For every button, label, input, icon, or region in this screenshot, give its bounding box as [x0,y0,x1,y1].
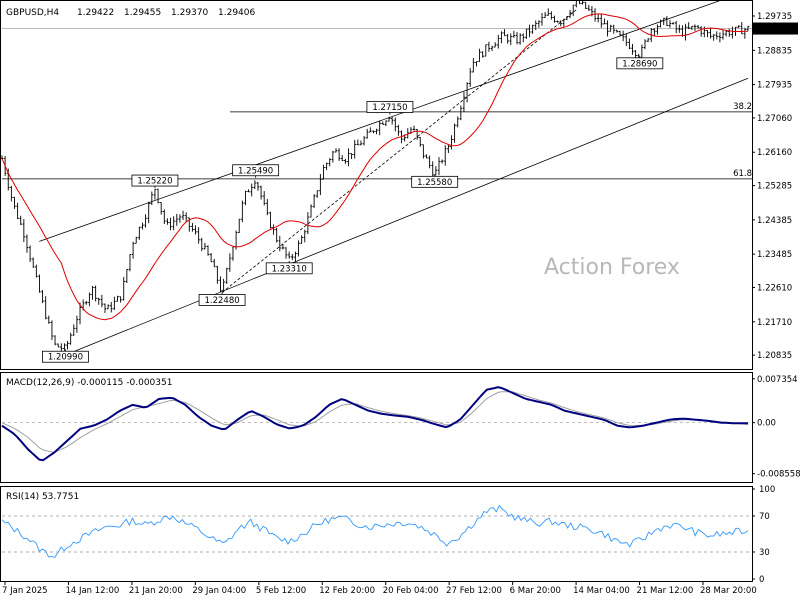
price-panel: GBPUSD,H4 1.29422 1.29455 1.29370 1.2940… [0,0,798,370]
price-axis-label: 1.27060 [757,114,792,124]
swing-label-text: 1.25580 [417,178,452,188]
symbol-label: GBPUSD,H4 [6,8,59,18]
time-axis-label: 5 Feb 12:00 [256,586,306,596]
rsi-axis-label: 30 [759,548,770,558]
open-value: 1.29422 [77,8,114,18]
rsi-title: RSI(14) 53.7751 [6,492,79,502]
price-axis-label: 1.24385 [757,216,792,226]
time-axis-label: 27 Feb 12:00 [446,586,502,596]
current-price-tag-text: 1.29406 [757,25,792,35]
swing-label-text: 1.22480 [204,296,239,306]
price-layer: 1.29735 1.28835 1.27935 1.27060 1.26160 1.252… [0,0,798,363]
price-axis-label: 1.27935 [757,81,792,91]
swing-label-text: 1.28690 [622,59,657,69]
macd-signal-line [1,391,749,453]
swing-label-text: 1.23310 [272,264,307,274]
time-axis-label: 12 Feb 20:00 [319,586,375,596]
macd-layer: 0.007354 0.00 -0.008558 [1,375,800,480]
time-axis-label: 28 Mar 20:00 [700,586,757,596]
price-axis-label: 1.23485 [757,250,792,260]
rsi-axis-label: 70 [759,512,770,522]
rsi-axis-label: 0 [759,575,764,585]
time-axis-label: 6 Mar 20:00 [510,586,561,596]
close-value: 1.29406 [218,8,255,18]
swing-label-text: 1.20990 [48,353,83,363]
price-axis-label: 1.29735 [757,12,792,22]
macd-title: MACD(12,26,9) -0.000115 -0.000351 [6,378,172,388]
channel-lower-line [61,77,749,357]
price-axis-label: 1.21710 [757,318,792,328]
rsi-axis-label: 100 [759,485,775,495]
macd-panel: MACD(12,26,9) -0.000115 -0.000351 0.0073… [0,372,800,483]
macd-axis-label: 0.007354 [757,375,798,385]
macd-panel-border [0,372,753,483]
fib-level-label: 38.2 [733,102,752,112]
current-price-tag [752,22,798,35]
price-axis-label: 1.20835 [757,351,792,361]
time-axis-label: 29 Jan 04:00 [192,586,246,596]
rsi-layer: 100 70 30 0 [1,485,775,585]
time-axis: 7 Jan 2025 14 Jan 12:00 21 Jan 20:00 29 Jan… [2,582,757,596]
rsi-line [1,504,749,559]
moving-average-line [1,13,748,321]
time-axis-label: 20 Feb 04:00 [383,586,439,596]
time-axis-label: 7 Jan 2025 [2,586,48,596]
time-axis-label: 21 Jan 20:00 [129,586,183,596]
price-axis-label: 1.25285 [757,182,792,192]
swing-label-text: 1.25220 [137,177,172,187]
high-value: 1.29455 [124,8,161,18]
price-panel-border [0,0,753,370]
channel-upper-line [39,0,723,242]
time-axis-label: 21 Mar 12:00 [637,586,694,596]
macd-main-line [1,386,748,462]
low-value: 1.29370 [171,8,208,18]
time-axis-label: 14 Mar 04:00 [573,586,630,596]
macd-axis-label: 0.00 [757,419,776,429]
rsi-panel-border [0,486,753,582]
swing-label-text: 1.25490 [238,166,273,176]
price-axis-label: 1.28835 [757,46,792,56]
rsi-panel: RSI(14) 53.7751 100 70 30 0 [0,485,775,585]
swing-label-text: 1.27150 [372,103,407,113]
price-axis-label: 1.22610 [757,284,792,294]
time-axis-label: 14 Jan 12:00 [65,586,119,596]
watermark: Action Forex [544,255,680,280]
fib-level-label: 61.8 [733,169,752,179]
price-axis-label: 1.26160 [757,148,792,158]
macd-axis-label: -0.008558 [757,470,800,480]
